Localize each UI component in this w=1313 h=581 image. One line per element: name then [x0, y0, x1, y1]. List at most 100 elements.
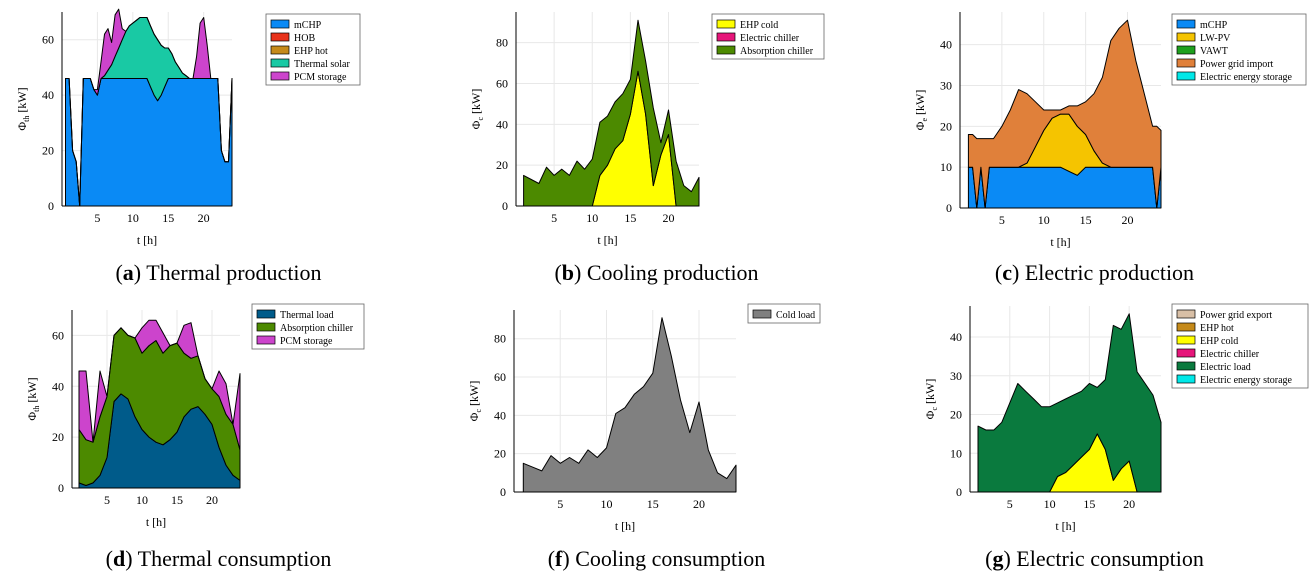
panel-c: 5 10 15 20 0 10 20 30 40 t [h] Φe [kW] mCHP LW-PV VAW…: [876, 0, 1313, 290]
area-series: [977, 313, 1162, 493]
legend-swatch: [256, 309, 276, 319]
legend-label: Electric energy storage: [1200, 72, 1293, 83]
legend-swatch: [270, 58, 290, 68]
y-tick-label: 0: [956, 485, 962, 499]
x-tick-label: 5: [94, 211, 100, 225]
y-axis-label: Φc [kW]: [923, 379, 939, 420]
x-tick-label: 15: [1083, 497, 1095, 511]
legend-swatch: [1176, 32, 1196, 42]
x-tick-label: 5: [999, 213, 1005, 227]
caption-text: Thermal production: [146, 260, 322, 285]
y-tick-label: 40: [494, 408, 506, 422]
panel-f: 5 10 15 20 0 20 40 60 80 t [h] Φc [kW] Cold load (f)…: [438, 290, 875, 580]
y-tick-label: 60: [494, 370, 506, 384]
legend-swatch: [270, 19, 290, 29]
x-axis-label: t [h]: [615, 519, 635, 533]
panel-d: 5 10 15 20 0 20 40 60 t [h] Φth [kW] Thermal load A…: [0, 290, 437, 580]
x-tick-label: 5: [104, 493, 110, 507]
legend-label: EHP cold: [740, 20, 778, 31]
x-tick-label: 10: [1038, 213, 1050, 227]
caption-text: Cooling consumption: [575, 546, 766, 571]
area-series: [65, 8, 233, 207]
legend-swatch: [1176, 45, 1196, 55]
y-tick-label: 60: [42, 33, 54, 47]
y-tick-label: 30: [940, 79, 952, 93]
caption-text: Electric consumption: [1016, 546, 1204, 571]
legend-label: HOB: [294, 33, 315, 44]
x-axis-label: t [h]: [1055, 519, 1075, 533]
legend-swatch: [716, 45, 736, 55]
panel-caption: (g) Electric consumption: [985, 546, 1204, 571]
x-tick-label: 20: [1122, 213, 1134, 227]
legend-label: EHP hot: [1200, 323, 1234, 334]
legend-label: LW-PV: [1200, 33, 1231, 44]
chart-a: 5 10 15 20 0 20 40 60 t [h] Φth [kW] mCHP HOB EHP ho…: [15, 8, 361, 247]
caption-letter: a: [122, 260, 134, 285]
legend-swatch: [1176, 374, 1196, 384]
y-tick-label: 0: [48, 199, 54, 213]
area-series: [522, 317, 737, 493]
y-tick-label: 60: [496, 76, 508, 90]
y-axis-label: Φc [kW]: [469, 89, 485, 130]
x-tick-label: 5: [1007, 497, 1013, 511]
y-tick-label: 0: [502, 199, 508, 213]
legend: EHP cold Electric chiller Absorption chill…: [711, 13, 825, 60]
y-axis-label: Φe [kW]: [913, 90, 929, 131]
panel-g: 5 10 15 20 0 10 20 30 40 t [h] Φc [kW] Power grid e…: [876, 290, 1313, 580]
x-tick-label: 20: [1123, 497, 1135, 511]
legend-label: Power grid import: [1200, 59, 1274, 70]
panel-caption: (c) Electric production: [994, 260, 1195, 285]
legend-swatch: [1176, 71, 1196, 81]
legend-swatch: [1176, 58, 1196, 68]
x-tick-label: 20: [663, 211, 675, 225]
x-tick-label: 20: [198, 211, 210, 225]
legend-swatch: [270, 45, 290, 55]
panel-caption: (f) Cooling consumption: [547, 546, 766, 571]
legend-label: Power grid export: [1200, 310, 1272, 321]
legend: mCHP LW-PV VAWT Power grid import Electric e…: [1171, 13, 1307, 86]
y-tick-label: 60: [52, 328, 64, 342]
x-axis-label: t [h]: [597, 233, 617, 247]
y-tick-label: 40: [950, 330, 962, 344]
x-tick-label: 5: [557, 497, 563, 511]
y-tick-label: 30: [950, 369, 962, 383]
legend-swatch: [1176, 322, 1196, 332]
caption-letter: g: [992, 546, 1004, 571]
x-tick-label: 15: [647, 497, 659, 511]
panel-caption: (d) Thermal consumption: [105, 546, 332, 571]
y-tick-label: 40: [496, 117, 508, 131]
legend-swatch: [752, 309, 772, 319]
y-tick-label: 10: [950, 446, 962, 460]
x-axis-label: t [h]: [137, 233, 157, 247]
y-tick-label: 20: [950, 408, 962, 422]
area-series: [967, 166, 1162, 209]
legend-swatch: [716, 19, 736, 29]
legend-swatch: [256, 335, 276, 345]
legend-label: VAWT: [1200, 46, 1228, 57]
y-tick-label: 40: [940, 38, 952, 52]
caption-letter: d: [112, 546, 126, 571]
legend-label: mCHP: [294, 20, 322, 31]
legend-swatch: [270, 71, 290, 81]
y-tick-label: 20: [496, 158, 508, 172]
panel-caption: (b) Cooling production: [554, 260, 759, 285]
panel-a: 5 10 15 20 0 20 40 60 t [h] Φth [kW] mCHP HOB EHP ho…: [0, 0, 437, 290]
caption-letter: c: [1002, 260, 1013, 285]
legend-swatch: [1176, 348, 1196, 358]
y-tick-label: 10: [940, 160, 952, 174]
legend-label: EHP cold: [1200, 336, 1238, 347]
legend-label: Thermal solar: [294, 59, 350, 70]
x-tick-label: 15: [1080, 213, 1092, 227]
x-axis-label: t [h]: [1050, 235, 1070, 249]
caption-text: Cooling production: [586, 260, 759, 285]
caption-letter: b: [561, 260, 575, 285]
legend-swatch: [1176, 361, 1196, 371]
caption-letter: f: [555, 546, 563, 571]
legend-label: Cold load: [776, 310, 815, 321]
legend-label: Electric chiller: [740, 33, 800, 44]
panel-b: 5 10 15 20 0 20 40 60 80 t [h] Φc [kW] EHP cold Elec…: [438, 0, 875, 290]
legend: Cold load: [747, 303, 821, 324]
area-series: [78, 319, 241, 451]
legend-label: Electric energy storage: [1200, 375, 1293, 386]
